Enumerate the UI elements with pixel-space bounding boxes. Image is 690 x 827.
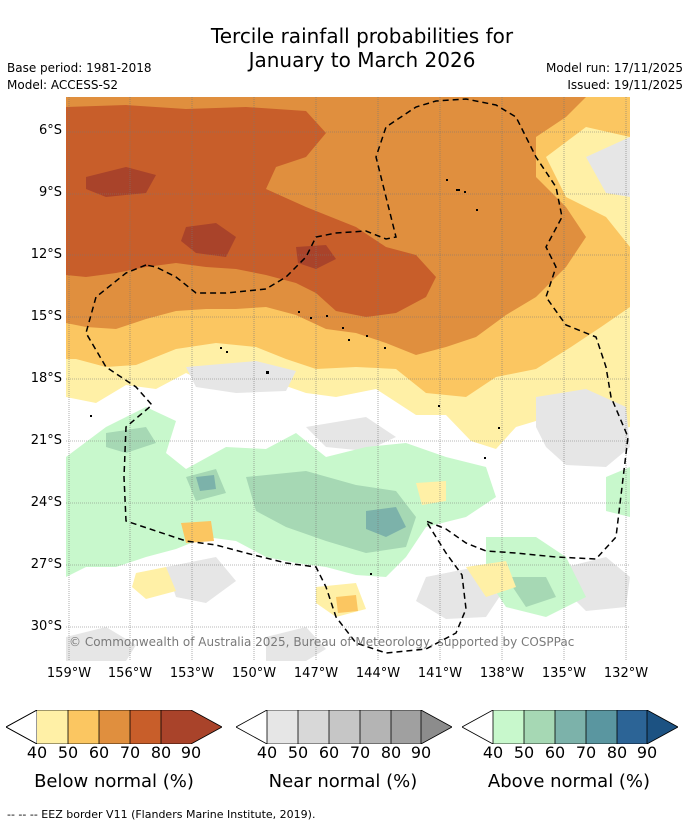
x-tick-147w: 147°W	[293, 666, 339, 681]
cb-near-swatch-1	[298, 710, 329, 744]
cb-below-swatch-1	[68, 710, 99, 744]
y-tick-24s: 24°S	[30, 495, 62, 510]
cb-below-tick-80: 80	[150, 743, 172, 762]
model-name: Model: ACCESS-S2	[7, 78, 119, 92]
colorbar-title-near: Near normal (%)	[268, 771, 418, 792]
title-line-1: Tercile rainfall probabilities for	[210, 24, 514, 48]
meta-right: Model run: 17/11/2025 Issued: 19/11/2025	[546, 60, 683, 94]
grid-lines	[66, 97, 630, 661]
eez-footnote: -- -- -- EEZ border V11 (Flanders Marine…	[7, 808, 316, 821]
x-tick-141w: 141°W	[417, 666, 463, 681]
y-tick-18s: 18°S	[30, 371, 62, 386]
x-tick-144w: 144°W	[355, 666, 401, 681]
y-tick-27s: 27°S	[30, 557, 62, 572]
x-tick-150w: 150°W	[231, 666, 277, 681]
below-normal-70-region	[66, 105, 436, 317]
cb-near-swatch-0	[267, 710, 298, 744]
cb-below-tick-70: 70	[119, 743, 141, 762]
meta-left: Base period: 1981-2018 Model: ACCESS-S2	[7, 60, 152, 94]
colorbar-near-normal	[236, 710, 452, 744]
cb-above-swatch-3	[586, 710, 617, 744]
cb-below-tick-50: 50	[57, 743, 79, 762]
cb-above-tick-90: 90	[636, 743, 658, 762]
cb-near-swatch-5	[421, 710, 452, 744]
cb-below-swatch-0	[37, 710, 68, 744]
copyright-text: © Commonwealth of Australia 2025, Bureau…	[69, 635, 574, 649]
colorbar-title-below: Below normal (%)	[34, 771, 194, 792]
below-normal-80-region	[86, 167, 336, 269]
x-tick-135w: 135°W	[541, 666, 587, 681]
cb-above-swatch-0	[493, 710, 524, 744]
below-normal-50-south	[181, 521, 358, 613]
cb-near-tick-50: 50	[287, 743, 309, 762]
cb-below-tick-40: 40	[26, 743, 48, 762]
cb-near-tick-70: 70	[349, 743, 371, 762]
cb-near-swatch-4	[391, 710, 421, 744]
cb-near-tick-80: 80	[380, 743, 402, 762]
x-tick-132w: 132°W	[603, 666, 649, 681]
cb-above-tick-80: 80	[606, 743, 628, 762]
cb-below-tick-90: 90	[180, 743, 202, 762]
cb-above-tick-50: 50	[513, 743, 535, 762]
above-normal-60-region	[196, 475, 406, 537]
x-tick-138w: 138°W	[479, 666, 525, 681]
base-period: Base period: 1981-2018	[7, 61, 152, 75]
cb-above-tick-40: 40	[482, 743, 504, 762]
above-normal-50-region	[106, 427, 556, 607]
cb-below-swatch-2	[99, 710, 130, 744]
cb-below-swatch-4	[161, 710, 191, 744]
x-tick-153w: 153°W	[169, 666, 215, 681]
rainfall-map: © Commonwealth of Australia 2025, Bureau…	[66, 97, 630, 661]
cb-above-swatch-4	[617, 710, 647, 744]
y-tick-6s: 6°S	[38, 123, 62, 138]
cb-near-tick-90: 90	[410, 743, 432, 762]
below-normal-40-south	[132, 481, 516, 617]
title-line-2: January to March 2026	[248, 48, 476, 72]
y-tick-9s: 9°S	[38, 185, 62, 200]
cb-near-swatch-2	[329, 710, 360, 744]
map-title: Tercile rainfall probabilities for Janua…	[0, 24, 690, 72]
model-run: Model run: 17/11/2025	[545, 61, 683, 75]
colorbar-title-above: Above normal (%)	[487, 771, 651, 792]
cb-above-tick-60: 60	[544, 743, 566, 762]
colorbar-below-normal	[6, 710, 222, 744]
x-tick-159w: 159°W	[46, 666, 92, 681]
colorbar-above-normal	[462, 710, 678, 744]
cb-above-swatch-2	[555, 710, 586, 744]
cb-above-tick-70: 70	[575, 743, 597, 762]
cb-near-tick-60: 60	[318, 743, 340, 762]
island-markers	[90, 179, 500, 575]
cb-below-swatch-5	[191, 710, 222, 744]
cb-below-tick-60: 60	[88, 743, 110, 762]
y-tick-30s: 30°S	[30, 619, 62, 634]
cb-near-swatch-3	[360, 710, 391, 744]
y-tick-15s: 15°S	[30, 309, 62, 324]
cb-below-swatch-3	[130, 710, 161, 744]
issued-date: Issued: 19/11/2025	[567, 78, 683, 92]
cb-above-swatch-5	[647, 710, 678, 744]
y-tick-21s: 21°S	[30, 433, 62, 448]
y-tick-12s: 12°S	[30, 247, 62, 262]
eez-border	[85, 98, 629, 654]
cb-near-tick-40: 40	[256, 743, 278, 762]
x-tick-156w: 156°W	[107, 666, 153, 681]
cb-above-swatch-1	[524, 710, 555, 744]
